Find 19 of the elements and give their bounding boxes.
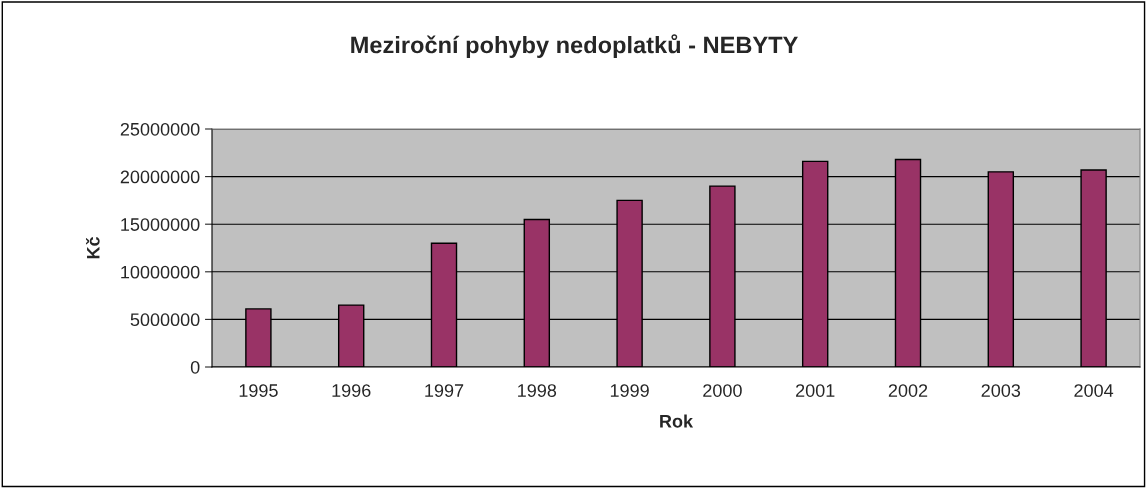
x-tick-label: 2002: [888, 384, 928, 397]
y-tick-label: 15000000: [121, 218, 200, 231]
x-tick-label: 2003: [981, 384, 1021, 397]
y-tick-label: 5000000: [130, 313, 200, 327]
x-tick-label: 2001: [796, 384, 835, 397]
y-tick-label: 20000000: [120, 170, 200, 184]
x-tick-label: 1996: [332, 384, 371, 397]
y-tick-label: 25000000: [120, 122, 200, 136]
x-axis-title: Rok: [660, 414, 694, 428]
x-tick-label: 2004: [1074, 384, 1114, 397]
y-axis-title: Kč: [85, 236, 100, 259]
x-tick-label: 1995: [239, 384, 278, 397]
x-tick-label: 1998: [518, 384, 557, 397]
x-tick-label: 1999: [610, 384, 649, 397]
chart-title: Meziroční pohyby nedoplatků - NEBYTY: [351, 34, 798, 59]
x-tick-label: 2000: [703, 384, 742, 397]
y-tick-label: 0: [190, 360, 200, 374]
y-tick-label: 10000000: [121, 265, 200, 279]
x-tick-label: 1997: [425, 384, 464, 397]
